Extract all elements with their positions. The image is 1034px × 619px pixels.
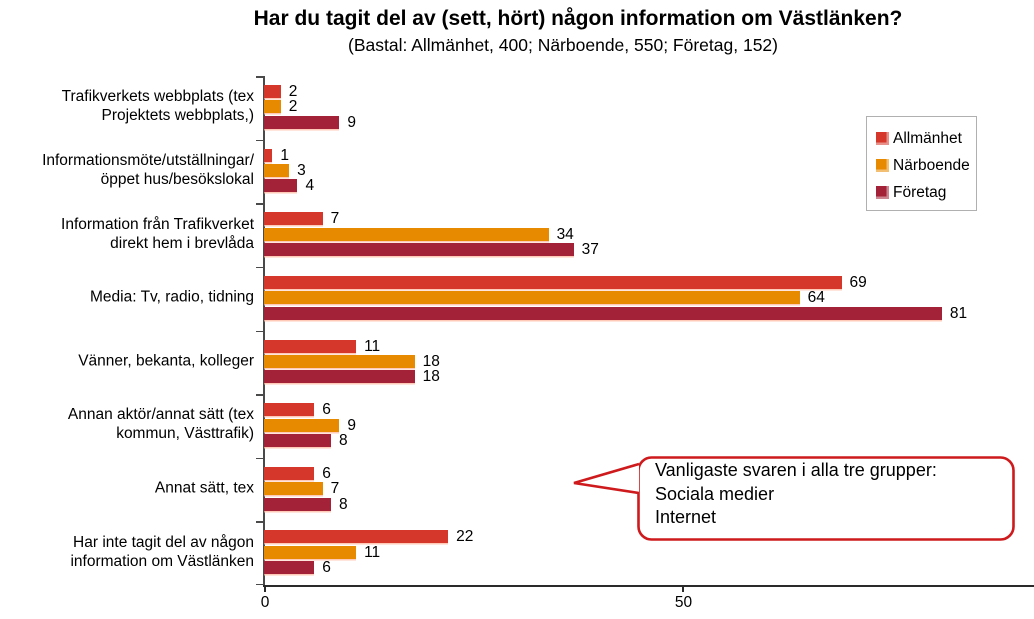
chart-subtitle: (Bastal: Allmänhet, 400; Närboende, 550;… (348, 35, 778, 55)
legend-item-allmanhet: Allmänhet (876, 125, 972, 152)
value-label: 7 (330, 210, 340, 228)
y-axis-tick (256, 330, 263, 332)
value-label: 69 (849, 273, 867, 291)
value-label: 9 (347, 113, 356, 131)
x-axis-tick (682, 585, 684, 592)
bar-närboende (264, 100, 281, 114)
value-label: 81 (949, 304, 968, 322)
bar-företag (264, 243, 574, 257)
value-label: 18 (422, 368, 440, 386)
bar-allmänhet (264, 212, 323, 226)
legend: Allmänhet Närboende Företag (866, 116, 977, 211)
value-label: 22 (456, 528, 474, 546)
bar-allmänhet (264, 339, 357, 353)
value-label: 6 (322, 401, 331, 419)
value-label: 18 (422, 352, 440, 370)
bar-allmänhet (264, 403, 315, 417)
y-axis-tick (256, 76, 263, 78)
bar-allmänhet (264, 530, 449, 544)
legend-item-narboende: Närboende (876, 152, 972, 179)
value-label: 6 (322, 559, 331, 577)
bar-allmänhet (264, 148, 273, 162)
legend-label: Närboende (893, 156, 970, 174)
category-label: Informationsmöte/utställningar/ öppet hu… (42, 151, 254, 188)
value-label: 34 (556, 225, 574, 243)
callout-bubble (573, 456, 1015, 541)
category-label: Media: Tv, radio, tidning (90, 288, 254, 306)
legend-item-foretag: Företag (876, 179, 972, 206)
y-axis-tick (256, 139, 263, 142)
bar-närboende (264, 545, 357, 559)
y-axis-tick (256, 521, 263, 523)
x-axis-tick (264, 585, 266, 592)
category-label: Vänner, bekanta, kolleger (78, 352, 254, 370)
bar-företag (264, 179, 298, 193)
value-label: 1 (280, 146, 289, 164)
value-label: 8 (338, 495, 348, 513)
callout-text: Vanligaste svaren i alla tre grupper: So… (655, 460, 937, 527)
value-label: 4 (305, 177, 315, 195)
bar-företag (264, 306, 942, 320)
category-label: Annan aktör/annat sätt (tex kommun, Väst… (67, 406, 254, 443)
x-axis-line (263, 585, 1034, 587)
bar-företag (264, 433, 331, 447)
bar-allmänhet (264, 85, 281, 98)
legend-swatch-foretag (876, 186, 889, 199)
value-label: 37 (581, 241, 599, 259)
bar-allmänhet (264, 466, 315, 480)
x-axis-tick-label: 50 (674, 594, 693, 611)
y-axis-line (263, 76, 265, 586)
category-label: Annat sätt, tex (154, 479, 254, 497)
category-label: Trafikverkets webbplats (tex Projektets … (61, 88, 254, 125)
y-axis-tick (256, 457, 263, 460)
bar-närboende (264, 354, 415, 368)
bar-företag (264, 370, 415, 384)
value-label: 2 (288, 83, 298, 100)
y-axis-tick (256, 203, 263, 205)
value-label: 6 (322, 464, 331, 482)
bar-företag (264, 497, 331, 511)
bar-närboende (264, 164, 290, 178)
bar-företag (264, 115, 340, 129)
value-label: 64 (807, 289, 825, 307)
category-label: Har inte tagit del av någon information … (70, 533, 254, 570)
bar-närboende (264, 227, 549, 241)
bar-närboende (264, 418, 340, 432)
plot-area: Trafikverkets webbplats (tex Projektets … (42, 76, 1034, 611)
chart-title: Har du tagit del av (sett, hört) någon i… (253, 7, 903, 30)
legend-label: Allmänhet (893, 129, 962, 147)
bar-allmänhet (264, 275, 842, 289)
value-label: 3 (297, 162, 306, 180)
y-axis-tick (256, 583, 263, 585)
x-axis-tick-label: 0 (260, 594, 270, 611)
bar-närboende (264, 482, 323, 496)
bar-företag (264, 561, 315, 575)
y-axis-tick (256, 266, 263, 269)
category-label: Information från Trafikverket direkt hem… (61, 215, 254, 252)
value-label: 7 (330, 480, 340, 498)
value-label: 9 (347, 416, 356, 434)
value-label: 2 (288, 98, 298, 116)
value-label: 11 (364, 337, 381, 355)
value-label: 8 (338, 431, 348, 449)
legend-swatch-allmanhet (876, 132, 889, 145)
value-label: 11 (364, 543, 381, 561)
bar-närboende (264, 291, 800, 305)
y-axis-tick (256, 394, 263, 396)
legend-swatch-narboende (876, 159, 889, 172)
legend-label: Företag (893, 183, 947, 201)
